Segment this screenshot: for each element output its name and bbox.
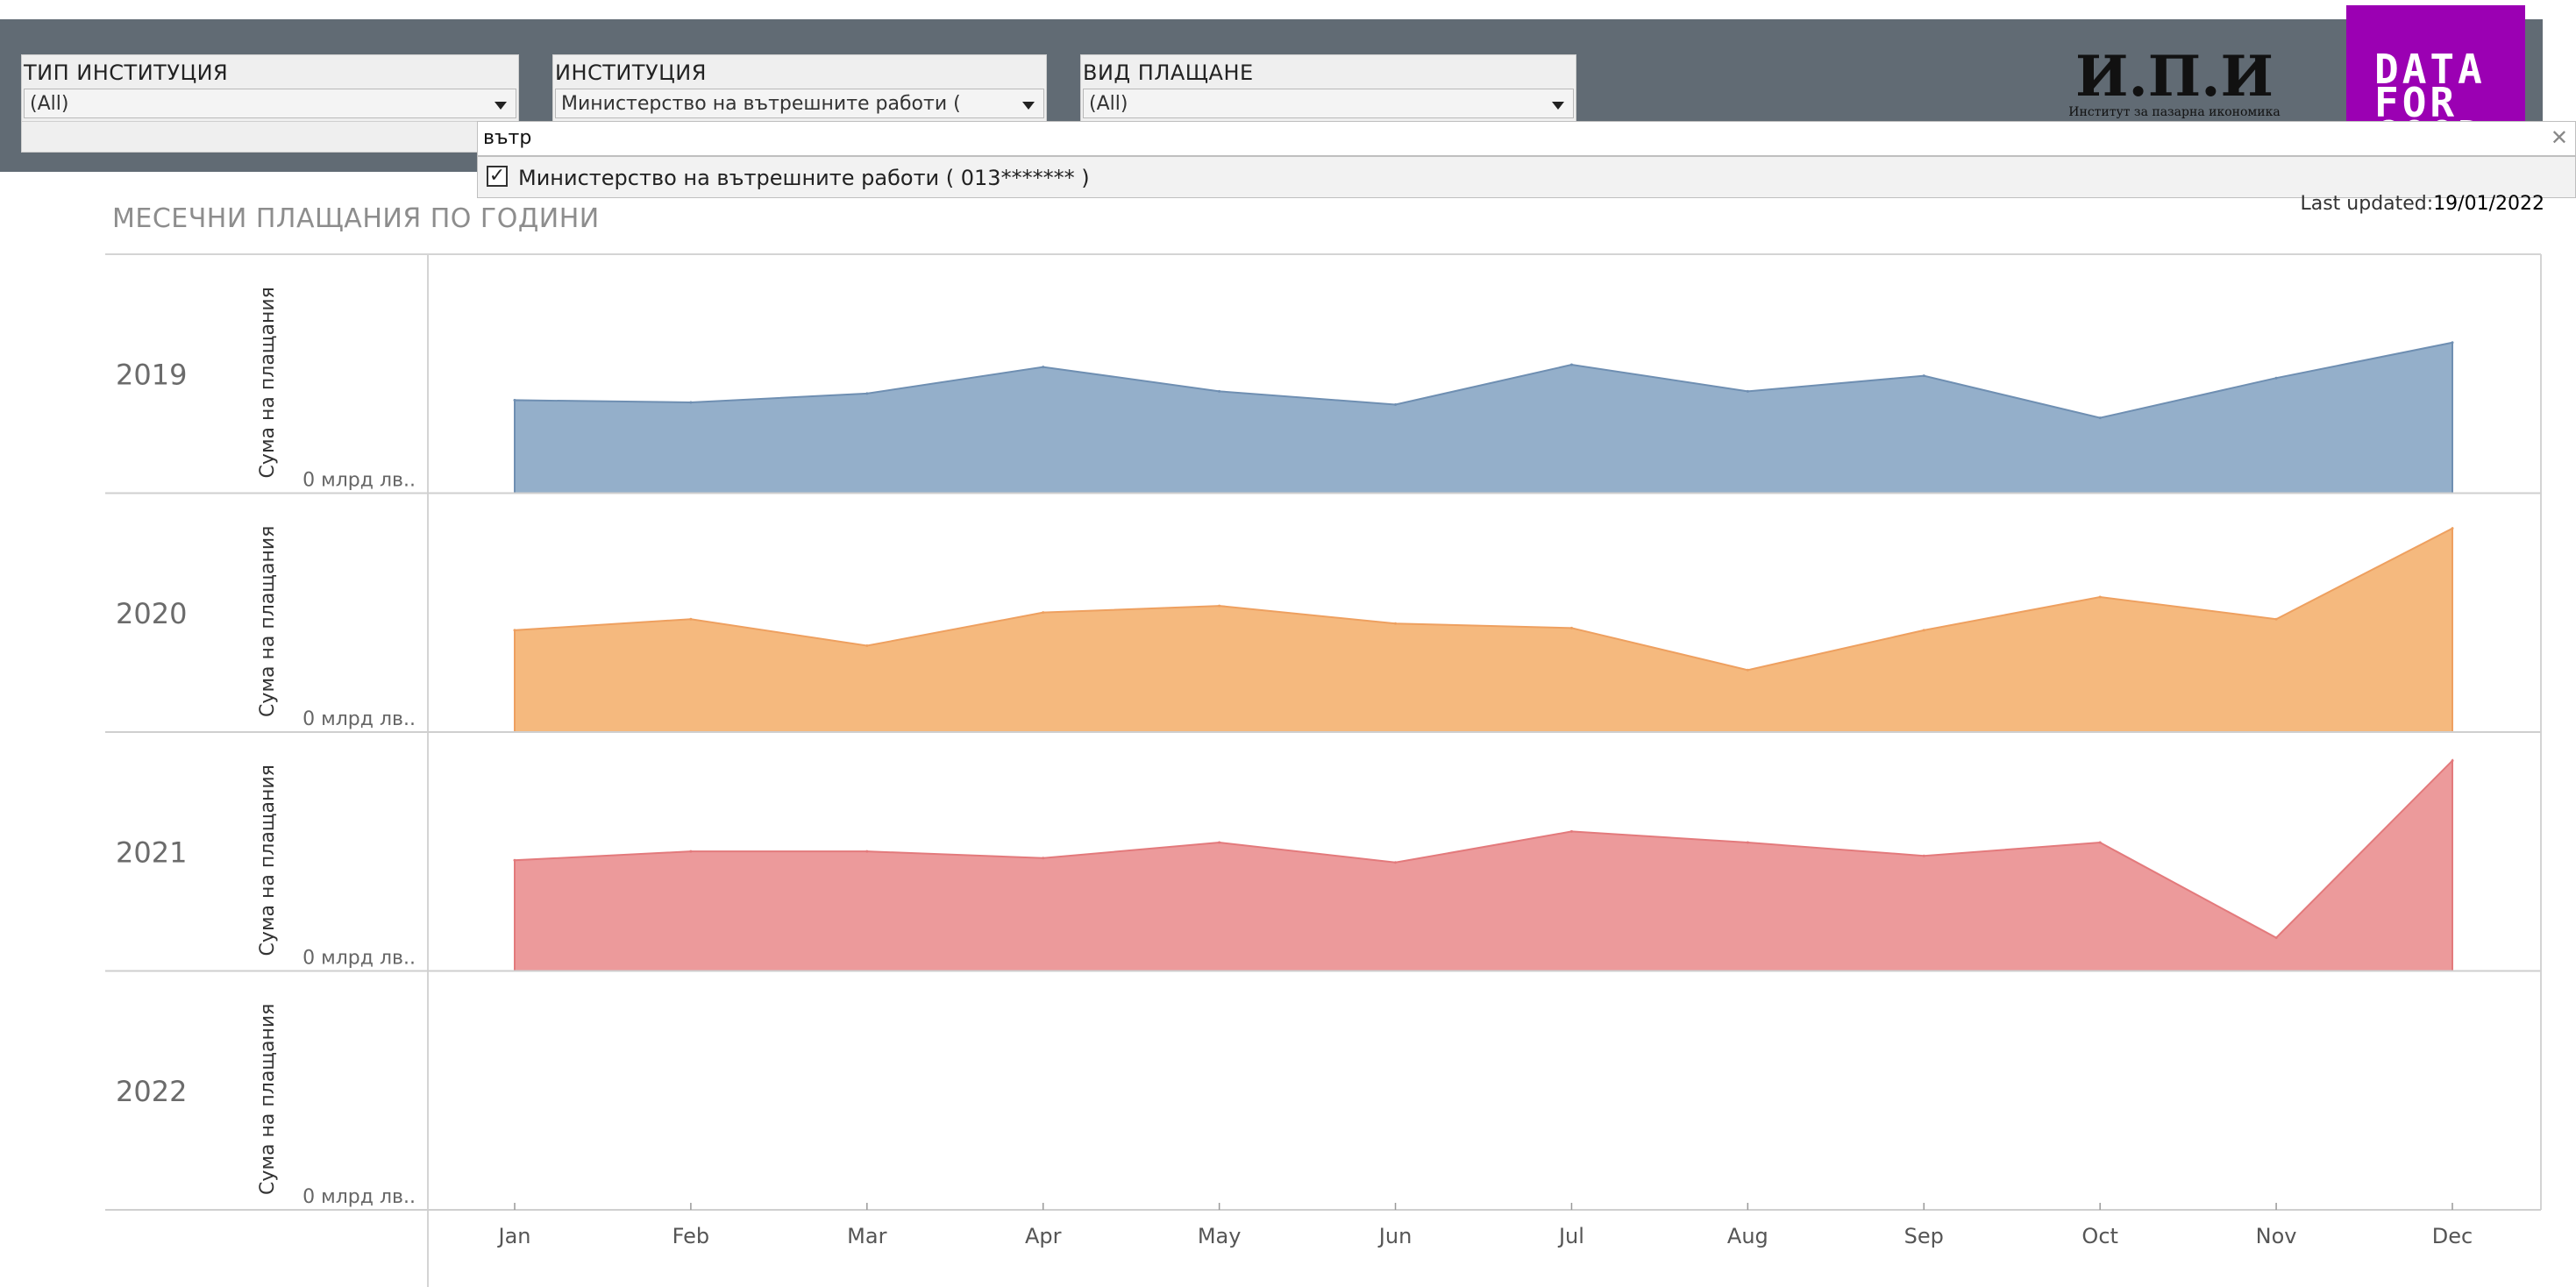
year-label: 2021 — [116, 835, 187, 869]
data-point — [513, 629, 516, 632]
ipi-logo-subtitle: Институт за пазарна икономика — [2068, 105, 2281, 119]
dropdown-arrow-icon[interactable] — [1022, 102, 1035, 110]
ipi-logo-text: И.П.И — [2075, 44, 2274, 110]
filter-footer — [21, 121, 542, 153]
data-point — [2098, 841, 2102, 844]
data-point — [1922, 854, 1925, 857]
data-point — [865, 850, 869, 853]
x-tick-label: Apr — [1025, 1224, 1062, 1248]
institution-search-input[interactable]: вътр ✕ — [477, 121, 2576, 156]
option-label[interactable]: Министерство на вътрешните работи ( 013*… — [518, 166, 1090, 190]
data-point — [1569, 829, 1573, 833]
x-tick-label: Dec — [2432, 1224, 2473, 1248]
search-text: вътр — [483, 127, 532, 149]
y-axis-label: Сума на плащания — [257, 764, 279, 956]
filter-label: ТИП ИНСТИТУЦИЯ — [24, 60, 229, 85]
data-point — [2274, 617, 2278, 621]
data-point — [1218, 604, 1221, 608]
data-point — [1042, 611, 1045, 615]
data-point — [1394, 861, 1398, 864]
data-point — [2274, 376, 2278, 380]
data-point — [2098, 416, 2102, 420]
filter-value: (All) — [1089, 93, 1128, 115]
data-point — [2451, 527, 2454, 530]
data-point — [1746, 841, 1749, 844]
data-point — [1042, 366, 1045, 369]
last-updated-label: Last updated: — [2300, 193, 2434, 215]
data-point — [2451, 759, 2454, 763]
last-updated: Last updated:19/01/2022 — [2300, 193, 2544, 215]
data-point — [1218, 841, 1221, 844]
ipi-logo: И.П.И Институт за пазарна икономика — [2043, 42, 2306, 130]
last-updated-value: 19/01/2022 — [2433, 193, 2544, 215]
filter-payment-type[interactable]: ВИД ПЛАЩАНЕ (All) — [1080, 54, 1576, 123]
data-point — [689, 850, 693, 853]
close-icon[interactable]: ✕ — [2550, 125, 2568, 150]
x-tick-label: Feb — [672, 1224, 710, 1248]
series-area-2021 — [514, 758, 2453, 972]
dropdown-arrow-icon[interactable] — [1552, 102, 1564, 110]
year-label: 2022 — [116, 1075, 187, 1108]
option-checkbox[interactable]: ✓ — [487, 166, 508, 187]
x-tick-label: Oct — [2081, 1224, 2118, 1248]
y-tick-label: 0 млрд лв.. — [302, 1186, 416, 1208]
x-tick-label: Jul — [1557, 1224, 1584, 1248]
filter-value: (All) — [30, 93, 69, 115]
data-point — [2274, 936, 2278, 940]
filter-select[interactable]: (All) — [1083, 89, 1574, 118]
data-point — [865, 392, 869, 395]
data-point — [1569, 626, 1573, 629]
data-point — [1394, 622, 1398, 625]
x-tick-label: Nov — [2256, 1224, 2297, 1248]
filter-label: ВИД ПЛАЩАНЕ — [1083, 60, 1254, 85]
data-point — [1042, 857, 1045, 860]
series-area-2020 — [514, 527, 2453, 733]
dropdown-arrow-icon[interactable] — [495, 102, 507, 110]
data-point — [513, 858, 516, 862]
data-point — [865, 644, 869, 648]
filter-institution-type[interactable]: ТИП ИНСТИТУЦИЯ (All) — [21, 54, 519, 123]
data-point — [1922, 374, 1925, 378]
x-tick-label: Sep — [1904, 1224, 1944, 1248]
year-label: 2020 — [116, 597, 187, 630]
data-point — [1218, 389, 1221, 393]
data-point — [1922, 629, 1925, 632]
data-point — [1746, 389, 1749, 393]
data-point — [1746, 668, 1749, 672]
data-point — [689, 617, 693, 621]
x-tick-label: Mar — [847, 1224, 886, 1248]
search-results-list: ✓ Министерство на вътрешните работи ( 01… — [477, 156, 2576, 198]
filter-label: ИНСТИТУЦИЯ — [555, 60, 707, 85]
data-point — [1569, 363, 1573, 366]
series-area-2019 — [514, 341, 2453, 494]
x-tick-label: Jan — [497, 1224, 531, 1248]
data-point — [2098, 595, 2102, 599]
x-tick-label: Jun — [1377, 1224, 1413, 1248]
data-point — [2451, 341, 2454, 345]
data-point — [1394, 403, 1398, 406]
chart-title: МЕСЕЧНИ ПЛАЩАНИЯ ПО ГОДИНИ — [112, 203, 600, 234]
y-tick-label: 0 млрд лв.. — [302, 708, 416, 730]
filter-select[interactable]: (All) — [24, 89, 516, 118]
y-axis-label: Сума на плащания — [257, 1004, 279, 1195]
y-axis-label: Сума на плащания — [257, 526, 279, 717]
data-point — [513, 398, 516, 402]
y-tick-label: 0 млрд лв.. — [302, 470, 416, 492]
y-axis-label: Сума на плащания — [257, 287, 279, 478]
x-tick-label: May — [1198, 1224, 1242, 1248]
x-tick-label: Aug — [1727, 1224, 1768, 1248]
year-label: 2019 — [116, 358, 187, 391]
y-tick-label: 0 млрд лв.. — [302, 948, 416, 970]
data-point — [689, 401, 693, 404]
